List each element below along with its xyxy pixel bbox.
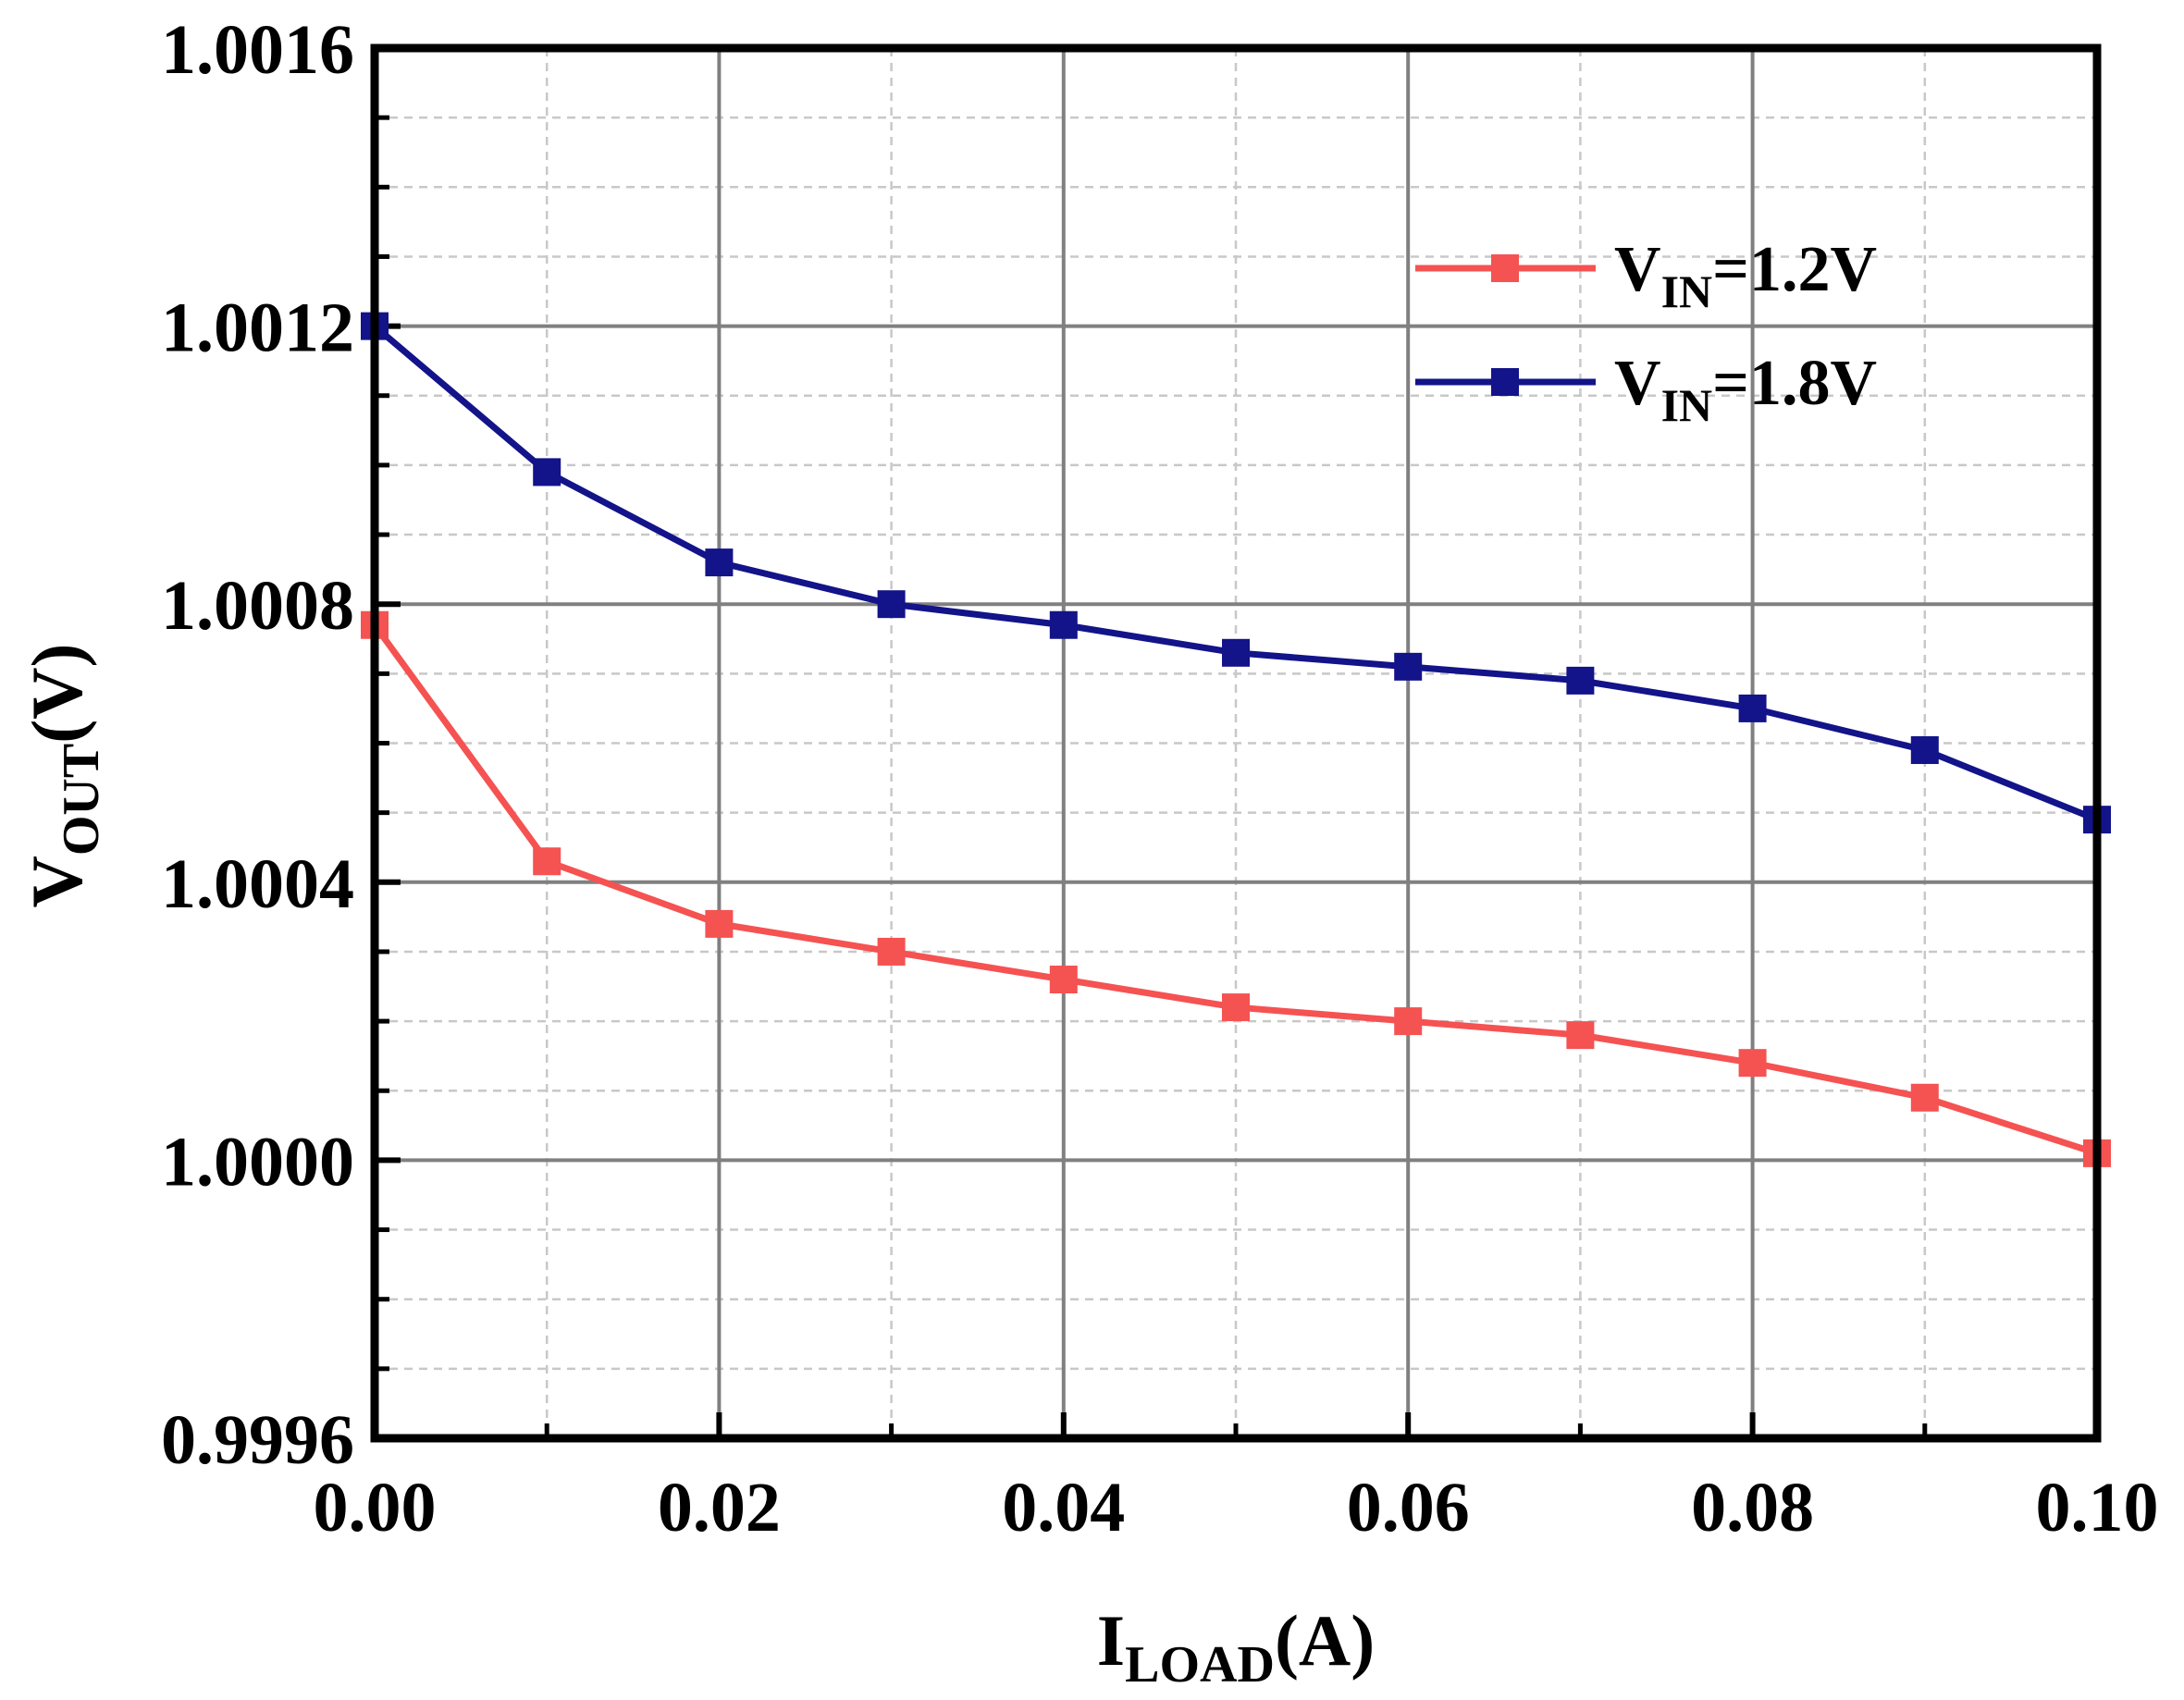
y-tick-label: 0.9996 [161, 1401, 354, 1479]
data-point [1738, 694, 1767, 722]
x-tick-label: 0.02 [658, 1469, 781, 1546]
series-layer [361, 312, 2111, 1167]
data-point [1566, 666, 1595, 695]
y-axis-title: VOUT(V) [17, 644, 110, 908]
data-point [705, 909, 734, 938]
data-point [1222, 638, 1250, 667]
plot-frame [370, 43, 2102, 1443]
data-point [877, 590, 906, 619]
x-tick-labels: 0.00 0.02 0.04 0.06 0.08 0.10 [314, 1469, 2159, 1546]
data-point [877, 937, 906, 966]
y-axis-title-main: V [17, 856, 97, 907]
x-axis-title: ILOAD(A) [1097, 1600, 1375, 1694]
data-point [1222, 993, 1250, 1022]
data-point [1566, 1021, 1595, 1050]
major-gridlines [375, 48, 2097, 1438]
data-point [1049, 610, 1078, 639]
legend: VIN=1.2V VIN=1.8V [1415, 234, 1877, 431]
x-tick-label: 0.00 [314, 1469, 437, 1546]
data-point [1738, 1049, 1767, 1078]
x-tick-label: 0.10 [2036, 1469, 2159, 1546]
y-axis-title-subscript: OUT [53, 744, 110, 856]
data-point [533, 458, 561, 487]
legend-entry-vin-1-2v: VIN=1.2V [1415, 234, 1877, 317]
legend-label-vin-1-2v: VIN=1.2V [1614, 234, 1877, 317]
minor-gridlines [375, 48, 2097, 1438]
y-axis-title-unit: (V) [17, 644, 97, 744]
data-point [1394, 1007, 1423, 1036]
data-point [533, 847, 561, 876]
data-point [1394, 652, 1423, 681]
y-tick-labels: 0.9996 1.0000 1.0004 1.0008 1.0012 1.0016 [161, 11, 354, 1479]
data-point [1049, 966, 1078, 994]
legend-label-vin-1-8v: VIN=1.8V [1614, 348, 1877, 431]
data-point [1910, 1083, 1939, 1112]
x-axis-title-unit: (A) [1275, 1600, 1375, 1681]
y-tick-label: 1.0008 [161, 567, 354, 645]
y-tick-label: 1.0000 [161, 1123, 354, 1201]
x-tick-label: 0.06 [1347, 1469, 1470, 1546]
legend-marker-vin-1-2v [1491, 254, 1519, 282]
x-axis-title-main: I [1097, 1600, 1125, 1681]
y-tick-label: 1.0016 [161, 11, 354, 89]
x-tick-label: 0.04 [1002, 1469, 1125, 1546]
x-tick-label: 0.08 [1691, 1469, 1814, 1546]
y-tick-label: 1.0012 [161, 289, 354, 367]
legend-marker-vin-1-8v [1491, 368, 1519, 396]
data-point [1910, 736, 1939, 765]
x-axis-title-subscript: LOAD [1125, 1636, 1275, 1694]
y-tick-label: 1.0004 [161, 845, 354, 923]
legend-entry-vin-1-8v: VIN=1.8V [1415, 348, 1877, 431]
data-point [705, 548, 734, 577]
